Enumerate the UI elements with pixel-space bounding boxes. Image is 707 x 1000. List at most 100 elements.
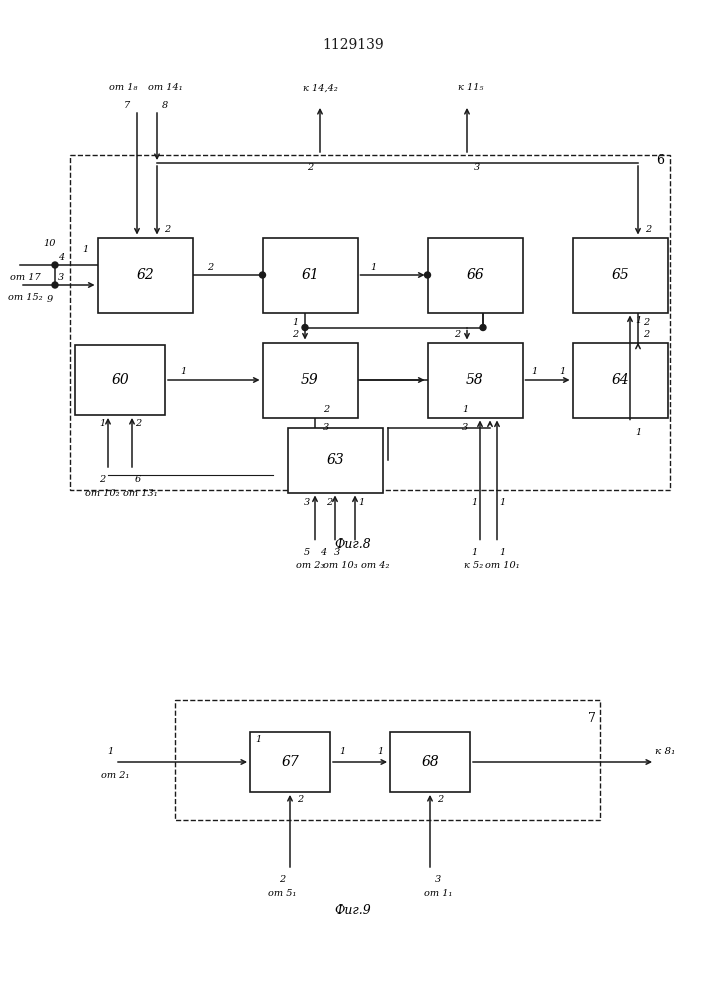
Text: 7: 7: [124, 101, 130, 109]
Text: 68: 68: [421, 755, 439, 769]
Text: 8: 8: [162, 101, 168, 109]
Text: 60: 60: [111, 373, 129, 387]
Text: от 4₂: от 4₂: [361, 561, 389, 570]
Text: 2: 2: [164, 225, 170, 234]
Text: 10: 10: [44, 238, 57, 247]
Text: 7: 7: [588, 712, 596, 724]
Text: 1: 1: [559, 367, 566, 376]
Text: от 10₃: от 10₃: [322, 561, 357, 570]
Text: 3: 3: [462, 423, 468, 432]
Text: 4: 4: [320, 548, 326, 557]
Text: 2: 2: [454, 330, 460, 339]
Text: 62: 62: [136, 268, 154, 282]
Text: 2: 2: [645, 225, 651, 234]
Bar: [70, 155, 670, 490]
Text: 1: 1: [471, 548, 477, 557]
Text: 1: 1: [532, 367, 537, 376]
Text: 1: 1: [339, 748, 345, 756]
Text: 63: 63: [326, 453, 344, 467]
Circle shape: [302, 324, 308, 330]
Bar: [288, 428, 382, 492]
Text: от 14₁: от 14₁: [148, 84, 182, 93]
Text: 66: 66: [466, 268, 484, 282]
Text: к 5₂: к 5₂: [464, 561, 484, 570]
Circle shape: [52, 282, 58, 288]
Text: Фиг.9: Фиг.9: [334, 904, 371, 916]
Text: 1: 1: [107, 748, 113, 756]
Text: 6: 6: [656, 153, 664, 166]
Circle shape: [52, 262, 58, 268]
Bar: [98, 237, 192, 312]
Text: 2: 2: [307, 162, 313, 172]
Text: 1: 1: [180, 367, 186, 376]
Text: от 5₁: от 5₁: [268, 888, 296, 898]
Text: от 13₁: от 13₁: [123, 489, 158, 498]
Text: 9: 9: [47, 296, 53, 304]
Text: 2: 2: [643, 330, 649, 339]
Text: 3: 3: [323, 423, 329, 432]
Text: 61: 61: [301, 268, 319, 282]
Bar: [573, 342, 667, 418]
Bar: [175, 700, 600, 820]
Text: 2: 2: [135, 418, 141, 428]
Text: к 14,4₂: к 14,4₂: [303, 84, 337, 93]
Text: 2: 2: [643, 318, 649, 327]
Text: 64: 64: [611, 373, 629, 387]
Text: 1: 1: [471, 498, 477, 507]
Text: от 1₁: от 1₁: [423, 888, 452, 898]
Text: 1: 1: [99, 418, 105, 428]
Text: к 8₁: к 8₁: [655, 748, 675, 756]
Text: 2: 2: [437, 796, 443, 804]
Circle shape: [259, 272, 266, 278]
Text: от 2₃: от 2₃: [296, 561, 325, 570]
Text: 1: 1: [635, 316, 641, 325]
Text: 2: 2: [297, 796, 303, 804]
Bar: [262, 237, 358, 312]
Bar: [250, 732, 330, 792]
Text: 67: 67: [281, 755, 299, 769]
Text: 3: 3: [58, 272, 64, 282]
Bar: [573, 237, 667, 312]
Text: от 10₁: от 10₁: [485, 561, 520, 570]
Text: 3: 3: [435, 876, 441, 884]
Text: 2: 2: [326, 498, 332, 507]
Text: от 2₁: от 2₁: [101, 772, 129, 780]
Bar: [390, 732, 470, 792]
Text: 1: 1: [358, 498, 364, 507]
Bar: [428, 342, 522, 418]
Text: 2: 2: [279, 876, 285, 884]
Circle shape: [424, 272, 431, 278]
Text: 1129139: 1129139: [322, 38, 384, 52]
Text: 3: 3: [304, 498, 310, 507]
Text: 1: 1: [370, 262, 377, 271]
Text: 1: 1: [499, 498, 505, 507]
Circle shape: [480, 324, 486, 330]
Text: 3: 3: [474, 162, 480, 172]
Text: 1: 1: [83, 245, 88, 254]
Text: 2: 2: [207, 262, 214, 271]
Text: 3: 3: [334, 548, 340, 557]
Text: 5: 5: [304, 548, 310, 557]
Text: 1: 1: [377, 748, 383, 756]
Text: от 17: от 17: [10, 272, 40, 282]
Text: Фиг.8: Фиг.8: [334, 538, 371, 552]
Bar: [75, 345, 165, 415]
Text: 2: 2: [292, 330, 298, 339]
Bar: [428, 237, 522, 312]
Text: 1: 1: [292, 318, 298, 327]
Text: 1: 1: [462, 405, 468, 414]
Text: 6: 6: [135, 476, 141, 485]
Text: к 11₅: к 11₅: [458, 84, 484, 93]
Text: 1: 1: [635, 428, 641, 437]
Text: 2: 2: [99, 476, 105, 485]
Text: 65: 65: [611, 268, 629, 282]
Text: от 10₂: от 10₂: [85, 489, 119, 498]
Bar: [262, 342, 358, 418]
Text: 2: 2: [323, 405, 329, 414]
Text: 4: 4: [58, 252, 64, 261]
Text: от 15₂: от 15₂: [8, 292, 42, 302]
Text: от 1₈: от 1₈: [109, 84, 137, 93]
Text: 59: 59: [301, 373, 319, 387]
Text: 58: 58: [466, 373, 484, 387]
Text: 1: 1: [255, 736, 261, 744]
